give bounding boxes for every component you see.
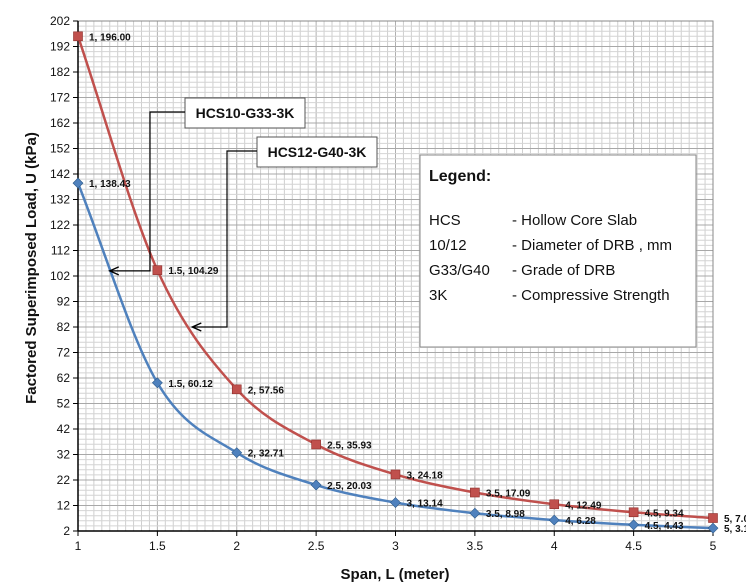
y-tick-label: 172 [50, 91, 70, 105]
callout-label-hcs12: HCS12-G40-3K [268, 144, 367, 160]
y-tick-label: 182 [50, 65, 70, 79]
data-label-hcs12: 2, 32.71 [248, 449, 285, 460]
data-label-hcs10: 4.5, 9.34 [645, 508, 684, 519]
y-tick-label: 52 [57, 397, 71, 411]
y-tick-label: 112 [51, 244, 70, 258]
legend-layer: Legend: HCS - Hollow Core Slab 10/12 - Diame… [419, 154, 697, 348]
x-tick-label: 2.5 [308, 539, 325, 553]
y-tick-label: 42 [57, 422, 71, 436]
y-tick-label: 192 [50, 40, 70, 54]
y-tick-label: 32 [57, 448, 71, 462]
data-label-hcs12: 1, 138.43 [89, 179, 131, 190]
callout-layer: HCS10-G33-3K HCS12-G40-3K [108, 97, 378, 332]
x-tick-label: 4 [551, 539, 558, 553]
data-point-hcs12 [151, 377, 163, 389]
y-tick-label: 62 [57, 371, 71, 385]
data-point-hcs10 [549, 499, 560, 510]
y-tick-label: 92 [57, 295, 71, 309]
callout-leader-hcs10 [109, 111, 185, 272]
callout-arrow-hcs10 [108, 266, 120, 276]
data-label-hcs10: 4, 12.49 [565, 500, 602, 511]
data-point-hcs10 [73, 31, 83, 42]
x-tick-label: 1 [75, 539, 82, 553]
legend-desc: - Compressive Strength [512, 287, 670, 304]
y-tick-label: 152 [50, 142, 70, 156]
y-tick-label: 102 [50, 269, 70, 283]
data-label-hcs12: 1.5, 60.12 [168, 379, 213, 390]
legend-box [419, 154, 697, 348]
y-tick-label: 132 [50, 193, 70, 207]
y-tick-label: 22 [57, 473, 71, 487]
y-tick-label: 202 [50, 14, 70, 28]
data-label-hcs12: 4.5, 4.43 [645, 521, 684, 532]
data-label-hcs10: 5, 7.09 [724, 514, 746, 525]
series-layer: 1, 196.00 1.5, 104.29 2, 57.56 2.5, 35.93 3,… [72, 31, 746, 535]
data-point-hcs10 [470, 487, 480, 498]
data-point-hcs10 [311, 439, 321, 450]
x-tick-label: 1.5 [149, 539, 166, 553]
y-tick-label: 72 [57, 346, 71, 360]
callout-arrow-hcs12 [190, 322, 202, 332]
legend-abbr: HCS [429, 212, 461, 229]
y-tick-label: 122 [50, 218, 70, 232]
data-point-hcs10 [708, 513, 718, 523]
data-label-hcs12: 4, 6.28 [565, 516, 596, 527]
y-axis-title: Factored Superimposed Load, U (kPa) [23, 132, 40, 404]
data-point-hcs12 [310, 479, 322, 491]
legend-abbr: 10/12 [429, 237, 467, 254]
data-label-hcs10: 3, 24.18 [407, 470, 444, 481]
callout-leader-hcs12 [192, 150, 257, 328]
legend-desc: - Hollow Core Slab [512, 212, 637, 229]
y-tick-label: 12 [57, 499, 71, 513]
data-point-hcs12 [231, 447, 243, 459]
data-label-hcs10: 3.5, 17.09 [486, 489, 531, 500]
callout-box-hcs10 [184, 97, 306, 129]
x-tick-label: 3.5 [467, 539, 484, 553]
legend-abbr: G33/G40 [429, 262, 490, 279]
data-point-hcs10 [231, 384, 242, 395]
data-point-hcs12 [707, 522, 719, 534]
y-tick-label: 82 [57, 320, 71, 334]
data-point-hcs12 [390, 497, 401, 509]
data-label-hcs12: 5, 3.11 [724, 524, 746, 535]
data-label-hcs12: 3.5, 8.98 [486, 509, 525, 520]
y-tick-label: 142 [50, 167, 70, 181]
y-tick-label: 2 [63, 524, 70, 538]
data-label-hcs10: 1, 196.00 [89, 32, 131, 43]
data-point-hcs10 [390, 469, 401, 480]
data-label-hcs12: 2.5, 20.03 [327, 481, 372, 492]
legend-title: Legend: [429, 168, 491, 185]
axis-layer: 1 1.5 2 2.5 3 3.5 4 4.5 521222324252627282921021… [50, 14, 717, 553]
y-tick-label: 162 [50, 116, 70, 130]
data-point-hcs12 [469, 507, 481, 519]
x-tick-label: 5 [710, 539, 717, 553]
data-label-hcs10: 2, 57.56 [248, 385, 285, 396]
data-label-hcs10: 2.5, 35.93 [327, 440, 372, 451]
data-point-hcs10 [152, 265, 163, 275]
data-label-hcs12: 3, 13.14 [407, 499, 444, 510]
legend-abbr: 3K [429, 287, 447, 304]
callout-box-hcs12 [256, 136, 378, 168]
data-point-hcs12 [548, 514, 560, 526]
legend-desc: - Grade of DRB [512, 262, 615, 279]
legend-desc: - Diameter of DRB , mm [512, 237, 672, 254]
data-point-hcs12 [628, 519, 640, 531]
x-tick-label: 4.5 [625, 539, 642, 553]
data-point-hcs12 [72, 177, 84, 189]
x-tick-label: 3 [392, 539, 399, 553]
x-axis-title: Span, L (meter) [341, 566, 450, 583]
x-tick-label: 2 [233, 539, 240, 553]
data-point-hcs10 [628, 507, 639, 518]
data-label-hcs10: 1.5, 104.29 [168, 266, 218, 277]
callout-label-hcs10: HCS10-G33-3K [196, 105, 295, 121]
